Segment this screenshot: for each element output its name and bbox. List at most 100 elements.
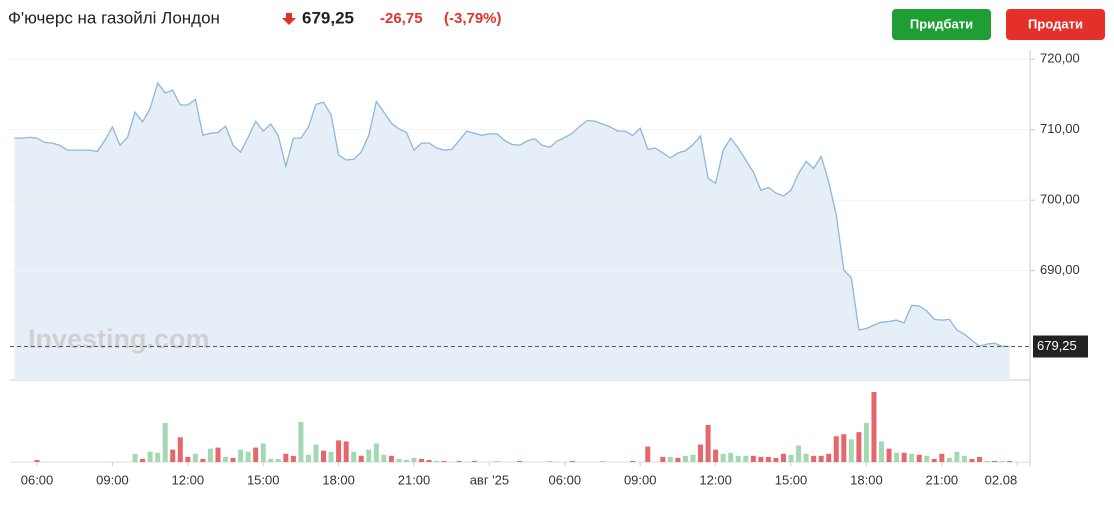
volume-bar bbox=[984, 460, 990, 462]
x-tick-label: 18:00 bbox=[322, 472, 355, 487]
volume-bar bbox=[811, 455, 817, 462]
volume-bar bbox=[879, 441, 884, 462]
x-tick-label: 15:00 bbox=[775, 472, 808, 487]
volume-bar bbox=[358, 455, 364, 462]
volume-bar bbox=[207, 448, 213, 462]
volume-bar bbox=[260, 443, 266, 462]
last-price-label: 679,25 bbox=[1037, 338, 1077, 353]
volume-bar bbox=[434, 460, 440, 462]
y-tick-label: 720,00 bbox=[1040, 51, 1080, 66]
volume-bar bbox=[924, 455, 930, 462]
volume-bar bbox=[720, 453, 726, 462]
volume-bar bbox=[517, 460, 523, 462]
volume-bar bbox=[569, 460, 575, 462]
volume-bar bbox=[396, 458, 402, 462]
volume-bar bbox=[705, 424, 711, 462]
volume-bar bbox=[132, 453, 138, 462]
x-tick-label: 09:00 bbox=[624, 472, 657, 487]
volume-bar bbox=[690, 454, 696, 462]
volume-bar bbox=[848, 439, 854, 462]
buy-label[interactable]: Придбати bbox=[910, 16, 973, 31]
volume-bar bbox=[177, 437, 183, 462]
volume-bar bbox=[796, 445, 802, 462]
volume-bar bbox=[147, 451, 153, 462]
volume-bar bbox=[1007, 460, 1013, 462]
buy-button[interactable] bbox=[892, 9, 991, 40]
volume-bar bbox=[283, 453, 289, 462]
volume-bar bbox=[758, 456, 764, 462]
volume-bar bbox=[381, 454, 387, 462]
volume-bar bbox=[351, 451, 357, 462]
volume-bar bbox=[750, 455, 756, 462]
volume-bar bbox=[426, 459, 432, 462]
volume-bar bbox=[313, 444, 319, 462]
volume-bar bbox=[961, 455, 967, 462]
volume-bar bbox=[328, 451, 334, 462]
x-tick-label: 06:00 bbox=[549, 472, 582, 487]
x-tick-label: 21:00 bbox=[926, 472, 959, 487]
volume-bar bbox=[939, 453, 945, 462]
volume-bar bbox=[140, 458, 146, 462]
x-tick-label: 21:00 bbox=[398, 472, 431, 487]
x-tick-label: 12:00 bbox=[172, 472, 205, 487]
volume-bar bbox=[977, 456, 983, 462]
volume-bar bbox=[34, 459, 40, 462]
y-tick-label: 700,00 bbox=[1040, 192, 1080, 207]
volume-bar bbox=[547, 460, 553, 462]
volume-bar bbox=[411, 457, 417, 462]
volume-bar bbox=[833, 436, 839, 462]
volume-bar bbox=[841, 434, 847, 462]
down-arrow bbox=[282, 13, 296, 25]
y-tick-label: 710,00 bbox=[1040, 121, 1080, 136]
volume-bar bbox=[441, 460, 447, 462]
volume-bar bbox=[245, 451, 251, 462]
volume-bar bbox=[290, 455, 296, 462]
volume-bar bbox=[336, 440, 342, 462]
sell-button[interactable] bbox=[1006, 9, 1105, 40]
volume-bar bbox=[298, 421, 304, 462]
volume-bar bbox=[863, 422, 869, 462]
volume-bar bbox=[155, 452, 161, 462]
volume-bar bbox=[818, 455, 824, 462]
volume-bar bbox=[215, 447, 221, 462]
change-percent: (-3,79%) bbox=[444, 10, 502, 27]
volume-bar bbox=[946, 457, 952, 462]
volume-bar bbox=[253, 447, 259, 462]
sell-label[interactable]: Продати bbox=[1028, 16, 1083, 31]
volume-bar bbox=[200, 458, 206, 462]
volume-bar bbox=[275, 458, 281, 462]
volume-bar bbox=[170, 449, 176, 462]
volume-bar bbox=[682, 455, 688, 462]
volume-bar bbox=[901, 452, 907, 462]
volume-bar bbox=[185, 456, 191, 462]
volume-bar bbox=[773, 457, 779, 462]
volume-bar bbox=[735, 455, 741, 462]
volume-bar bbox=[992, 460, 998, 462]
volume-bar bbox=[343, 441, 349, 462]
volume-bar bbox=[788, 454, 794, 462]
volume-bar bbox=[321, 450, 327, 462]
price-area bbox=[14, 83, 1010, 380]
change: -26,75 bbox=[380, 10, 423, 27]
volume-bar bbox=[645, 446, 651, 462]
volume-bar bbox=[728, 452, 734, 462]
volume-bar bbox=[894, 452, 900, 462]
volume-bar bbox=[388, 455, 394, 462]
x-tick-label: 09:00 bbox=[96, 472, 129, 487]
volume-bar bbox=[698, 444, 704, 462]
price: 679,25 bbox=[302, 8, 354, 27]
volume-bar bbox=[630, 460, 636, 462]
volume-bar bbox=[826, 453, 832, 462]
volume-bar bbox=[856, 432, 862, 462]
y-tick-label: 690,00 bbox=[1040, 262, 1080, 277]
volume-bar bbox=[743, 455, 749, 462]
x-tick-label: 02.08 bbox=[985, 472, 1018, 487]
volume-bar bbox=[238, 449, 244, 462]
volume-bar bbox=[780, 453, 786, 462]
last-price-box bbox=[1033, 335, 1088, 358]
volume-bar bbox=[954, 451, 960, 462]
volume-bar bbox=[419, 458, 425, 462]
volume-bar bbox=[909, 453, 915, 462]
